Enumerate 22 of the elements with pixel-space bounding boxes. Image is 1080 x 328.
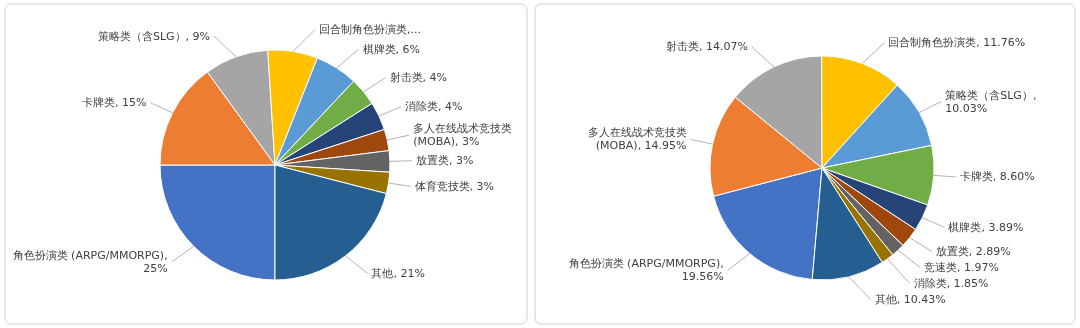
slice-label: 放置类, 3% [415, 154, 474, 168]
slice-label: 卡牌类, 15% [82, 96, 147, 110]
slice-label: 消除类, 1.85% [913, 276, 989, 290]
slice-label: 卡牌类, 8.60% [959, 170, 1035, 184]
slice-label: 其他, 21% [371, 266, 425, 280]
slice-label: 回合制角色扮演类,... [318, 23, 421, 37]
slice-label: 棋牌类, 6% [362, 42, 421, 56]
slice-label: 其他, 10.43% [874, 292, 946, 306]
slice-label: 竞速类, 1.97% [924, 260, 999, 274]
slice-label: 角色扮演类 (ARPG/MMORPG), 25% [12, 248, 168, 275]
slice-label: 角色扮演类 (ARPG/MMORPG), 19.56% [568, 257, 724, 284]
slice-label: 多人在线战术竞技类 (MOBA), 3% [413, 122, 513, 149]
slice-label: 回合制角色扮演类, 11.76% [888, 36, 1026, 50]
slice-label: 射击类, 4% [389, 71, 448, 85]
slice-label: 策略类（含SLG）, 10.03% [945, 88, 1037, 115]
slice-label: 棋牌类, 3.89% [948, 220, 1024, 234]
slice-label: 多人在线战术竞技类 (MOBA), 14.95% [587, 126, 687, 153]
slice-label: 策略类（含SLG）, 9% [97, 29, 211, 43]
slice-label: 放置类, 2.89% [935, 244, 1011, 258]
slice-label: 射击类, 14.07% [665, 40, 748, 54]
slice-label: 体育竞技类, 3% [414, 179, 495, 193]
slice-label: 消除类, 4% [405, 100, 463, 114]
